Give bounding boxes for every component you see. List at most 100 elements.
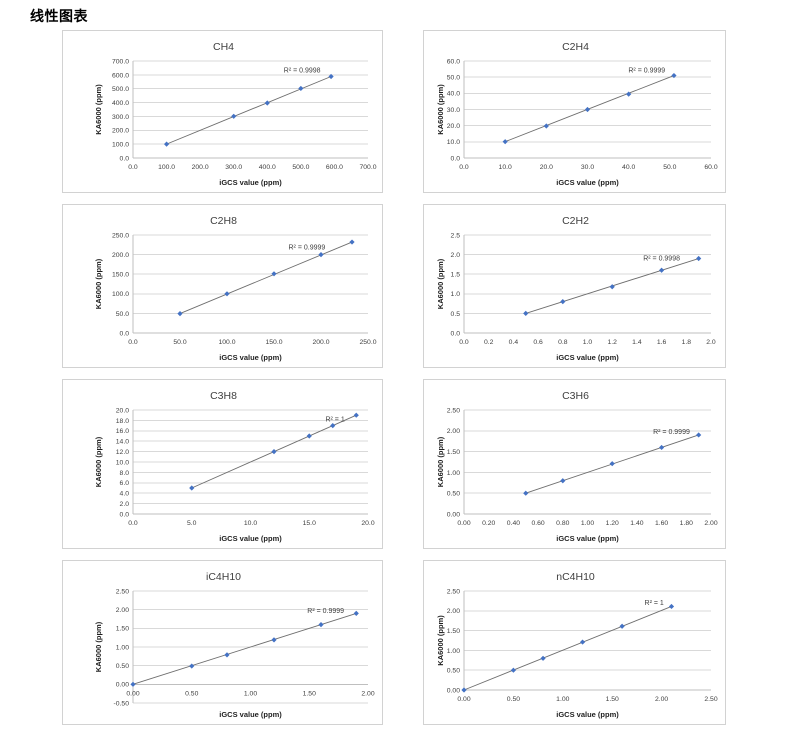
y-tick-label: 1.5	[451, 272, 461, 279]
y-tick-label: 0.0	[451, 330, 461, 337]
chart-title: C2H2	[562, 215, 589, 227]
x-tick-label: 50.0	[663, 164, 676, 171]
chart-title: C2H8	[210, 215, 237, 227]
x-tick-label: 10.0	[244, 520, 257, 527]
chart-canvas: nC4H10 0.00 0.50 1.00 1.50 2.00 2.50 0.00 0.50 1.…	[436, 571, 718, 719]
data-point-marker	[579, 639, 586, 645]
x-tick-label: 1.80	[680, 520, 693, 527]
data-point-marker	[668, 603, 675, 610]
y-tick-label: 200.0	[112, 252, 129, 259]
x-tick-label: 0.80	[556, 520, 569, 527]
x-tick-label: 300.0	[225, 164, 242, 171]
y-tick-label: 14.0	[116, 439, 129, 446]
data-point-marker	[224, 652, 230, 658]
x-tick-label: 2.00	[655, 696, 668, 703]
chart-panel-c2h4: C2H4 0.0 10.0 20.0 30.0 40.0 50.0 60.0 0.0 10.0 20…	[423, 30, 726, 193]
y-tick-label: -0.50	[114, 700, 130, 707]
data-point-marker	[264, 100, 270, 106]
chart-title: C3H8	[210, 390, 237, 402]
x-tick-label: 1.2	[607, 339, 617, 346]
y-tick-label: 16.0	[116, 428, 129, 435]
x-tick-label: 2.00	[361, 690, 374, 697]
x-axis-title: iGCS value (ppm)	[219, 178, 282, 187]
chart-panel-c3h8: C3H8 0.0 2.0 4.0 6.0 8.0 10.0 12.0 14.0 16.0 18.0 2…	[62, 379, 383, 549]
x-tick-label: 200.0	[312, 339, 329, 346]
y-tick-label: 60.0	[447, 58, 460, 65]
data-point-marker	[540, 655, 546, 661]
x-tick-label: 0.0	[128, 164, 138, 171]
data-point-marker	[584, 106, 591, 113]
x-tick-label: 0.6	[533, 339, 543, 346]
x-tick-label: 0.4	[509, 339, 519, 346]
y-tick-label: 0.0	[120, 155, 130, 162]
data-point-marker	[560, 478, 566, 484]
y-tick-label: 50.0	[116, 311, 129, 318]
data-point-marker	[189, 485, 195, 491]
y-tick-label: 1.00	[447, 470, 460, 477]
y-tick-label: 50.0	[447, 75, 460, 82]
y-tick-label: 2.00	[447, 608, 460, 615]
y-tick-label: 2.50	[116, 588, 129, 595]
chart-canvas: C2H8 0.0 50.0 100.0 150.0 200.0 250.0 0.0 50.0 10…	[94, 215, 377, 362]
data-point-marker	[560, 299, 566, 305]
x-tick-label: 2.50	[704, 696, 717, 703]
r2-label: R² = 0.9998	[643, 256, 680, 263]
data-point-marker	[318, 252, 324, 258]
chart-canvas: C2H2 0.0 0.5 1.0 1.5 2.0 2.5 0.0 0.2 0.4 0.6 0.8 1.0…	[436, 215, 716, 362]
data-point-marker	[510, 667, 516, 673]
r2-label: R² = 0.9998	[284, 68, 321, 75]
x-tick-label: 0.8	[558, 339, 568, 346]
y-tick-label: 0.00	[447, 511, 460, 518]
data-point-marker	[502, 139, 508, 145]
y-tick-label: 20.0	[116, 407, 129, 414]
x-tick-label: 0.0	[459, 164, 469, 171]
x-tick-label: 150.0	[265, 339, 282, 346]
x-tick-label: 700.0	[359, 164, 376, 171]
x-tick-label: 1.40	[630, 520, 643, 527]
chart-canvas: CH4 0.0 100.0 200.0 300.0 400.0 500.0 600.0 700.…	[94, 41, 377, 187]
x-tick-label: 1.60	[655, 520, 668, 527]
data-point-marker	[130, 681, 136, 687]
y-tick-label: 0.5	[451, 311, 461, 318]
y-tick-label: 30.0	[447, 107, 460, 114]
y-tick-label: 40.0	[447, 91, 460, 98]
x-tick-label: 1.6	[657, 339, 667, 346]
y-tick-label: 200.0	[112, 128, 129, 135]
x-tick-label: 1.00	[556, 696, 569, 703]
x-tick-label: 1.4	[632, 339, 642, 346]
chart-title: C3H6	[562, 390, 589, 402]
y-axis-title: KA6000 (ppm)	[436, 258, 445, 309]
x-tick-label: 0.60	[531, 520, 544, 527]
y-tick-label: 600.0	[112, 72, 129, 79]
y-tick-label: 2.50	[447, 588, 460, 595]
data-point-marker	[353, 610, 359, 616]
data-point-marker	[671, 72, 677, 79]
data-point-marker	[349, 239, 355, 245]
chart-panel-ch4: CH4 0.0 100.0 200.0 300.0 400.0 500.0 600.0 700.…	[62, 30, 383, 193]
r2-label: R² = 0.9999	[653, 429, 690, 436]
data-point-marker	[696, 432, 702, 438]
x-tick-label: 60.0	[704, 164, 717, 171]
x-axis-title: iGCS value (ppm)	[219, 710, 282, 719]
y-tick-label: 4.0	[120, 491, 130, 498]
y-axis-title: KA6000 (ppm)	[436, 84, 445, 135]
r2-label: R² = 1	[325, 416, 344, 423]
x-tick-label: 50.0	[173, 339, 186, 346]
y-axis-title: KA6000 (ppm)	[436, 436, 445, 487]
data-point-marker	[659, 267, 665, 273]
chart-canvas: C2H4 0.0 10.0 20.0 30.0 40.0 50.0 60.0 0.0 10.0 20…	[436, 41, 718, 187]
y-tick-label: 2.00	[116, 607, 129, 614]
y-tick-label: 400.0	[112, 100, 129, 107]
x-tick-label: 15.0	[303, 520, 316, 527]
y-tick-label: 2.0	[120, 501, 130, 508]
x-tick-label: 0.20	[482, 520, 495, 527]
r2-label: R² = 1	[645, 600, 664, 607]
trendline	[463, 606, 672, 691]
x-tick-label: 40.0	[622, 164, 635, 171]
y-tick-label: 2.5	[451, 232, 461, 239]
data-point-marker	[696, 255, 702, 262]
x-tick-label: 5.0	[187, 520, 197, 527]
x-tick-label: 10.0	[499, 164, 512, 171]
y-tick-label: 10.0	[447, 139, 460, 146]
y-tick-label: 150.0	[112, 272, 129, 279]
